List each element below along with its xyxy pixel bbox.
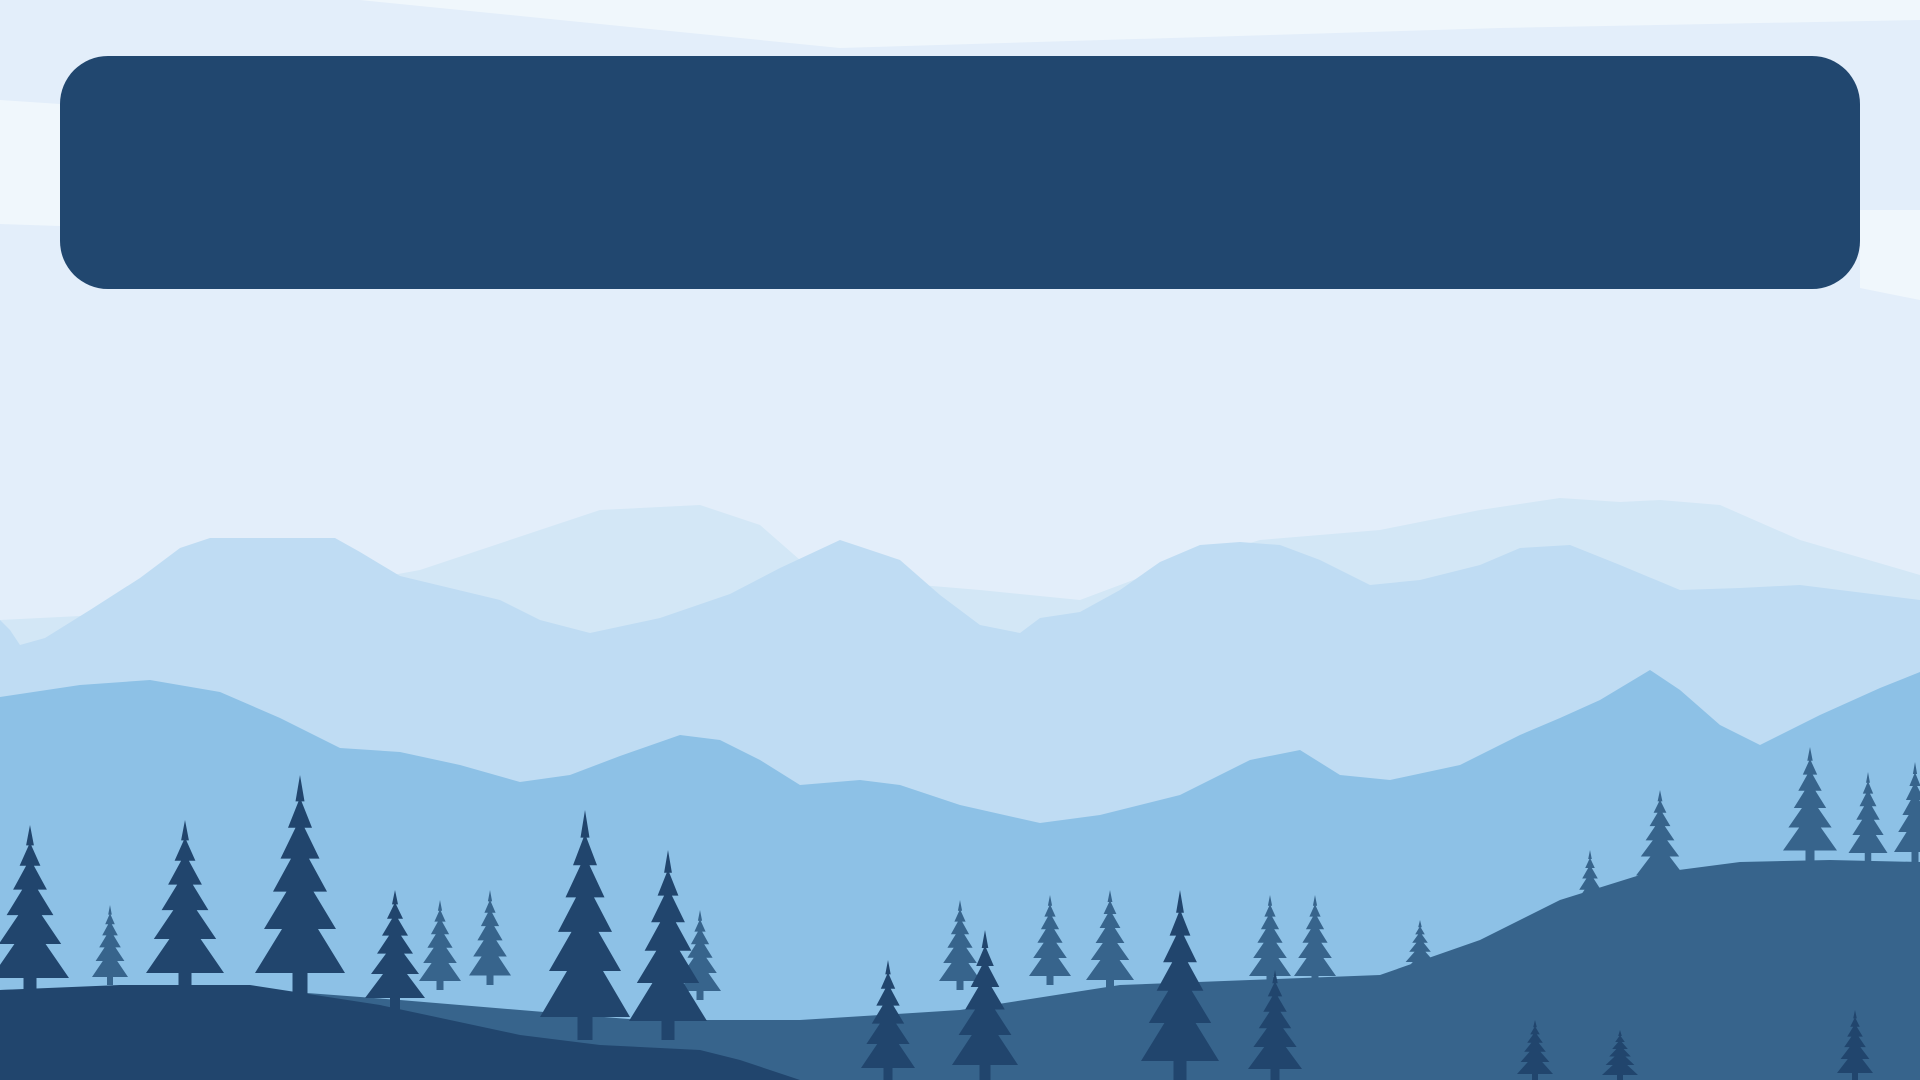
forest-front: [0, 775, 1873, 1080]
sky-streak-right: [1860, 210, 1920, 300]
sky-streak-left: [0, 100, 60, 226]
forest-back: [0, 747, 1920, 1080]
sky-streak-top: [360, 0, 1920, 48]
title-banner: [60, 56, 1860, 289]
